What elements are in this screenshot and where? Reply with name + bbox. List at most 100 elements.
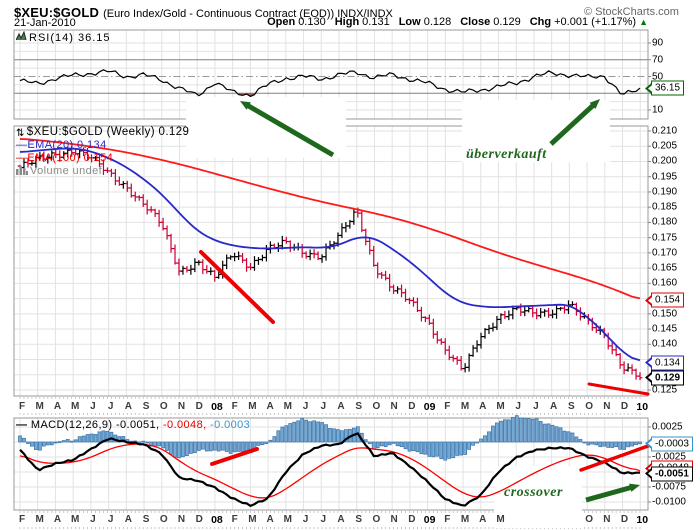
- price-axis-label: 0.190: [652, 186, 678, 198]
- copyright: © StockCharts.com: [584, 6, 679, 18]
- month-label: A: [124, 401, 132, 412]
- header: $XEU:$GOLD (Euro Index/Gold - Continuous …: [14, 4, 393, 22]
- green-arrow-1: [244, 102, 335, 158]
- month-label: A: [337, 401, 345, 412]
- month-label: D: [620, 514, 629, 525]
- rsi-axis-label: 50: [652, 71, 664, 82]
- month-label: F: [18, 401, 26, 412]
- symbol-description: (Euro Index/Gold - Continuous Contract (…: [103, 8, 393, 20]
- year-label: 10: [636, 401, 649, 413]
- annotation-ueberverkauft: überverkauft: [466, 147, 547, 162]
- green-arrow-2: [549, 101, 597, 146]
- ema100-legend: —EMA(100) 0.154: [16, 152, 114, 164]
- month-label: N: [177, 401, 186, 412]
- green-arrowhead-3: [629, 483, 640, 492]
- tick-rows: [19, 397, 641, 529]
- month-label: O: [585, 401, 593, 412]
- quote-bar: Open 0.130 High 0.131 Low 0.128 Close 0.129 Chg +…: [267, 16, 648, 28]
- macd-signal-value: -0.0048,: [162, 419, 207, 431]
- month-label: S: [142, 401, 150, 412]
- month-label: J: [302, 401, 309, 412]
- macd-legend-label: MACD(12,26,9) -0.0051,: [30, 419, 160, 431]
- month-label: M: [460, 514, 470, 525]
- month-label: D: [408, 401, 416, 412]
- month-label: D: [408, 514, 416, 525]
- price-axis-label: 0.160: [652, 277, 678, 289]
- red-trendline-2: [587, 382, 650, 396]
- price-axis-label: 0.150: [652, 308, 678, 320]
- month-label: J: [107, 514, 114, 525]
- open-value: 0.130: [298, 16, 326, 28]
- month-label: J: [90, 401, 96, 412]
- month-label: A: [337, 514, 345, 525]
- annotation-crossover: crossover: [504, 485, 563, 500]
- price-axis-label: 0.180: [652, 216, 678, 228]
- price-axis-label: 0.175: [652, 232, 678, 244]
- macd-legend: — MACD(12,26,9) -0.0051, -0.0048, -0.000…: [16, 419, 250, 431]
- month-label: F: [231, 401, 238, 412]
- month-label: O: [159, 514, 168, 525]
- month-label: A: [124, 514, 132, 525]
- month-label: A: [479, 401, 487, 412]
- price-axis-label: 0.165: [652, 262, 678, 274]
- macd-histogram: [18, 415, 642, 461]
- month-label: F: [231, 514, 238, 525]
- chg-label: Chg: [529, 16, 552, 28]
- month-label: A: [266, 514, 274, 525]
- month-label: O: [372, 401, 381, 412]
- month-label: S: [568, 401, 575, 412]
- month-label: A: [53, 514, 62, 525]
- rsi-axis-label: 10: [652, 104, 664, 116]
- green-arrowhead-1: [240, 101, 251, 110]
- month-label: M: [496, 401, 505, 412]
- price-axis-label: 0.125: [652, 384, 678, 396]
- rsi-axis-label: 90: [652, 37, 664, 49]
- symbol-title: $XEU:$GOLD: [14, 5, 100, 20]
- up-triangle-icon: ▲: [639, 17, 648, 27]
- month-label: O: [372, 514, 381, 525]
- month-label: S: [142, 514, 150, 525]
- red-trendline-3: [210, 447, 259, 466]
- month-label: N: [177, 514, 186, 525]
- ohlc-bars: [17, 145, 643, 381]
- month-label: D: [620, 401, 629, 412]
- callout-macd-value-value: -0.0051: [655, 468, 689, 480]
- month-label: A: [479, 514, 487, 525]
- month-label: N: [390, 514, 398, 525]
- month-label: M: [460, 401, 470, 412]
- month-label: M: [283, 514, 292, 525]
- month-label: J: [90, 514, 96, 525]
- price-legend: ⇅ $XEU:$GOLD (Weekly) 0.129: [16, 126, 189, 140]
- price-axis-label: 0.195: [652, 171, 678, 183]
- price-axis-label: 0.205: [652, 140, 678, 152]
- month-label: J: [515, 401, 521, 412]
- month-label: J: [320, 514, 327, 525]
- month-label: S: [355, 514, 363, 525]
- callout-hist-value: -0.0003: [651, 436, 693, 452]
- green-arrowhead-2: [589, 99, 600, 110]
- low-label: Low: [398, 16, 421, 28]
- volume-legend: Volume undef: [16, 165, 102, 178]
- month-label: N: [603, 514, 611, 525]
- price-axis-label: 0.140: [652, 338, 678, 350]
- callout-rsi-value-value: 36.15: [655, 82, 681, 94]
- month-label: M: [248, 401, 257, 412]
- callout-hist-value-value: -0.0003: [655, 438, 689, 450]
- ema20-line: [19, 147, 641, 362]
- month-label: M: [496, 514, 505, 525]
- volume-legend-label: Volume undef: [30, 165, 103, 177]
- year-label: 08: [211, 401, 223, 413]
- month-label: M: [70, 401, 80, 412]
- month-label: M: [248, 514, 257, 525]
- macd-axis-label: 0.0025: [652, 421, 683, 433]
- rsi-legend-label: RSI(14) 36.15: [29, 32, 111, 44]
- low-value: 0.128: [423, 16, 452, 28]
- month-label: J: [302, 514, 309, 525]
- price-axis-label: 0.145: [652, 323, 678, 335]
- month-label: D: [195, 514, 203, 525]
- macd-line: [19, 432, 641, 508]
- year-label: 09: [423, 401, 436, 413]
- month-label: F: [444, 514, 451, 525]
